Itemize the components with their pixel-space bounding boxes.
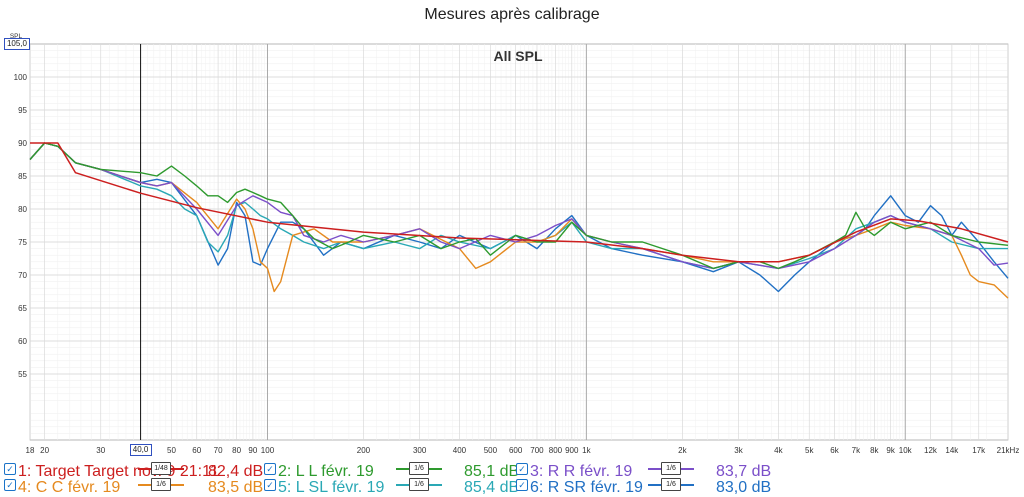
y-tick-label: 100 [14,73,28,82]
x-tick-label: 80 [232,446,241,455]
x-tick-label: 60 [192,446,201,455]
check-icon[interactable]: ✓ [4,479,16,491]
x-tick-label: 300 [413,446,427,455]
legend-level: 85,1 dB [464,463,520,480]
y-tick-label: 60 [18,337,27,346]
legend-label: 4: C C févr. 19 [18,479,121,496]
legend-level: 85,4 dB [464,479,520,496]
check-icon[interactable]: ✓ [264,479,276,491]
x-tick-label: 7k [852,446,861,455]
check-icon[interactable]: ✓ [4,463,16,475]
y-top-value-box[interactable]: 105,0 [4,38,30,50]
x-tick-label: 500 [484,446,498,455]
x-tick-label: 70 [214,446,223,455]
x-tick-label: 12k [924,446,938,455]
x-tick-label: 50 [167,446,176,455]
y-tick-label: 70 [18,271,27,280]
x-tick-label: 21kHz [997,446,1020,455]
smoothing-button[interactable]: 1/48 [151,462,171,475]
x-tick-label: 14k [945,446,959,455]
x-tick-label: 1k [582,446,591,455]
x-tick-label: 600 [509,446,523,455]
x-tick-label: 400 [453,446,467,455]
x-tick-label: 700 [530,446,544,455]
y-tick-label: 85 [18,172,27,181]
x-tick-label: 2k [678,446,687,455]
y-tick-label: 75 [18,238,27,247]
x-tick-label: 10k [899,446,913,455]
x-tick-label: 30 [96,446,105,455]
legend-level: 83,0 dB [716,479,772,496]
legend-label: 2: L L févr. 19 [278,463,374,480]
y-tick-label: 80 [18,205,27,214]
legend-label: 5: L SL févr. 19 [278,479,385,496]
legend-level: 82,4 dB [208,463,264,480]
x-tick-label: 200 [357,446,371,455]
y-tick-label: 55 [18,370,27,379]
x-tick-label: 800 [549,446,563,455]
smoothing-button[interactable]: 1/6 [661,462,681,475]
smoothing-button[interactable]: 1/6 [151,478,171,491]
smoothing-button[interactable]: 1/6 [409,478,429,491]
x-tick-label: 18 [26,446,35,455]
x-tick-label: 6k [830,446,839,455]
check-icon[interactable]: ✓ [516,479,528,491]
series-line-4[interactable] [29,142,1009,299]
x-tick-label: 90 [248,446,257,455]
smoothing-button[interactable]: 1/6 [661,478,681,491]
x-tick-label: 900 [565,446,579,455]
window-title: Mesures après calibrage [424,6,600,23]
x-tick-label: 5k [805,446,814,455]
check-icon[interactable]: ✓ [264,463,276,475]
chart-title: All SPL [493,48,542,64]
series-line-1[interactable] [30,142,1009,263]
legend-label: 3: R R févr. 19 [530,463,633,480]
legend-label: 6: R SR févr. 19 [530,479,643,496]
y-tick-label: 65 [18,304,27,313]
x-tick-label: 3k [734,446,743,455]
y-tick-label: 95 [18,106,27,115]
x-tick-label: 20 [40,446,49,455]
series-line-2[interactable] [29,142,1009,270]
legend-level: 83,7 dB [716,463,772,480]
smoothing-button[interactable]: 1/6 [409,462,429,475]
y-tick-label: 90 [18,139,27,148]
legend-level: 83,5 dB [208,479,264,496]
y-axis-label: SPL [10,33,23,40]
x-tick-label: 17k [972,446,986,455]
x-tick-label: 4k [774,446,783,455]
x-tick-label: 8k [870,446,879,455]
check-icon[interactable]: ✓ [516,463,528,475]
x-tick-label: 9k [886,446,895,455]
x-tick-label: 100 [261,446,275,455]
cursor-x-value-box[interactable]: 40,0 [129,444,152,456]
